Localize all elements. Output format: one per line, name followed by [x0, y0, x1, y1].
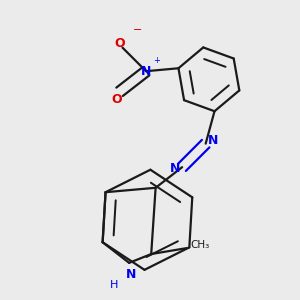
Text: CH₃: CH₃ — [190, 240, 209, 250]
Text: N: N — [141, 65, 151, 78]
Text: −: − — [133, 25, 142, 35]
Text: H: H — [110, 280, 118, 290]
Text: N: N — [208, 134, 218, 147]
Text: +: + — [153, 56, 160, 65]
Text: N: N — [169, 162, 180, 175]
Text: N: N — [125, 268, 136, 281]
Text: O: O — [111, 93, 122, 106]
Text: O: O — [114, 37, 125, 50]
